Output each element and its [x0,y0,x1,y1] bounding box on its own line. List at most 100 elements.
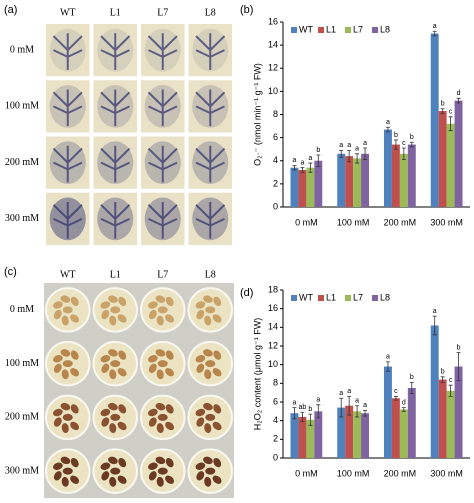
seed [110,413,121,421]
panel-label: (a) [4,4,17,16]
seed [109,423,117,434]
significance-letter: c [394,388,398,395]
seed [53,309,62,320]
y-tick-label: 6 [273,132,278,142]
bar [430,33,439,207]
significance-letter: a [339,390,343,397]
leaf-blotch [192,197,229,241]
seed [212,421,222,431]
seed [155,402,166,411]
panel-label: (b) [240,4,253,16]
seed [62,306,73,314]
seed [110,360,121,368]
seed [148,408,158,417]
leaf-stain [100,33,131,70]
significance-letter: ab [299,404,307,411]
significance-letter: a [293,157,297,164]
error-bar [363,410,368,417]
seed [156,369,164,380]
seed [195,355,206,363]
bar [446,123,455,207]
leaf-blotch [192,28,229,72]
seed [203,456,213,465]
seed [148,355,158,363]
seed [117,314,127,323]
seed [101,417,110,427]
leaf-stain [195,33,226,70]
seed [53,355,63,363]
seed [70,368,80,377]
seed [117,368,127,377]
seed [70,404,79,414]
bar [361,153,370,207]
leaf-stain [147,145,178,183]
seed [70,350,79,360]
y-tick-label: 10 [268,86,278,96]
error-bar [393,139,398,150]
seed [101,471,110,481]
leaf-blotch [49,197,86,241]
seed [157,306,168,314]
leaf-blotch [144,141,181,184]
x-tick-label: 300 mM [430,468,463,478]
significance-letter: b [441,369,445,376]
seed [62,360,73,368]
seed [148,462,158,470]
leaf-blotch [49,28,86,72]
significance-letter: a [347,142,351,149]
significance-letter: a [316,397,320,404]
seed [205,306,216,314]
bar [361,413,370,458]
seed [117,475,127,484]
seed [203,402,213,411]
column-label: L8 [205,7,216,18]
column-label: L8 [205,269,216,280]
error-bar [316,154,321,167]
bar [314,160,323,207]
significance-letter: a [355,146,359,153]
bar [399,153,408,207]
seed [156,315,164,326]
column-label: L7 [157,269,168,280]
seed [148,417,157,427]
significance-letter: b [410,374,414,381]
leaf-stain [100,89,131,127]
bar [383,366,392,458]
y-tick-label: 16 [268,303,278,313]
row-label: 0 mM [10,304,34,315]
seed [62,413,73,421]
leaf-blotch [49,85,86,128]
bar [353,411,362,458]
significance-letter: a [363,140,367,147]
seed [61,423,69,434]
column-label: WT [60,7,76,18]
seed [196,471,205,481]
legend-swatch [291,295,297,301]
seed [165,457,174,468]
seed [108,456,118,465]
x-tick-label: 200 mM [384,468,417,478]
error-bar [385,126,390,133]
seed [195,301,206,309]
leaf-blotch [97,28,134,72]
error-bar [432,315,437,336]
significance-letter: b [316,147,320,154]
y-tick-label: 4 [273,155,278,165]
y-tick-label: 12 [268,340,278,350]
leaf-stain [52,33,83,70]
bar [298,416,307,458]
column-label: L1 [110,7,121,18]
seed [70,314,80,323]
error-bar [308,162,313,173]
significance-letter: a [308,155,312,162]
error-bar [409,141,414,148]
significance-letter: c [402,140,406,147]
y-tick-label: 0 [273,452,278,462]
bar [438,379,447,458]
seed [157,413,168,421]
seed [117,421,127,431]
error-bar [385,361,390,372]
seed [212,368,222,377]
seed [100,301,111,309]
